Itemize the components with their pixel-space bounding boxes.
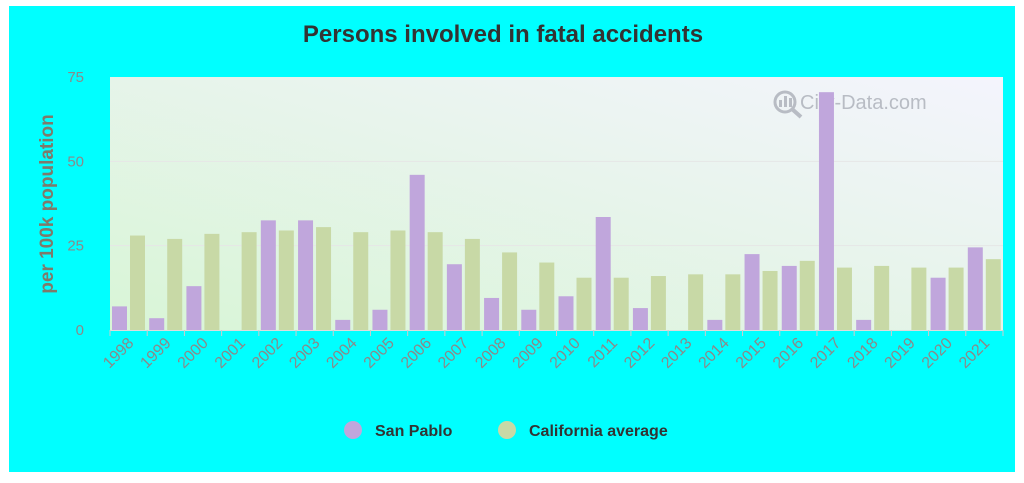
bar-california-average-2002 (278, 230, 294, 330)
bar-san-pablo-2002 (260, 220, 276, 330)
x-tick-label: 2007 (435, 335, 472, 372)
x-tick-label: 2008 (472, 335, 509, 372)
bar-california-average-1998 (130, 235, 145, 330)
x-tick-label: 2012 (621, 335, 658, 372)
x-tick-label: 2020 (919, 335, 956, 372)
legend-label: San Pablo (375, 423, 453, 440)
bars (112, 92, 1001, 331)
x-axis-ticks: 1998 1999 2000 2001 2002 2003 2004 2005 2006 2007… (100, 330, 1004, 372)
x-tick-label: 2006 (398, 335, 435, 372)
chart-frame: Persons involved in fatal accidents 0 25 5… (9, 6, 1015, 472)
bar-san-pablo-1998 (112, 306, 127, 330)
x-tick-label: 2011 (585, 335, 621, 371)
bar-san-pablo-2016 (781, 265, 797, 330)
legend: San Pablo California average (344, 421, 668, 440)
y-axis-label: per 100k population (37, 114, 58, 293)
bar-san-pablo-2020 (930, 277, 946, 330)
bar-san-pablo-2004 (335, 319, 351, 330)
bar-san-pablo-2005 (372, 309, 388, 330)
bar-california-average-2010 (576, 277, 592, 330)
gridlines (110, 160, 1003, 247)
legend-marker-circle-icon (498, 421, 516, 439)
x-tick-label: 2015 (733, 335, 770, 372)
bar-san-pablo-2017 (818, 92, 834, 331)
bar-san-pablo-2010 (558, 296, 574, 330)
bar-california-average-2008 (502, 252, 518, 330)
bar-san-pablo-2008 (484, 297, 500, 330)
bar-california-average-2007 (464, 238, 480, 330)
bar-california-average-2004 (353, 232, 369, 330)
x-tick-label: 2005 (361, 335, 398, 372)
x-tick-label: 2009 (510, 335, 547, 372)
magnifier-icon (773, 90, 803, 119)
bar-california-average-2020 (948, 267, 964, 330)
bar-california-average-2003 (316, 227, 332, 330)
bar-california-average-2019 (911, 267, 927, 330)
bar-san-pablo-2009 (521, 309, 537, 330)
bar-california-average-2009 (539, 262, 555, 330)
x-tick-label: 2010 (547, 335, 584, 372)
bar-california-average-2005 (390, 230, 406, 330)
bar-california-average-2011 (613, 277, 629, 330)
x-tick-label: 2019 (882, 335, 919, 372)
x-tick-label: 2017 (807, 335, 844, 372)
bar-san-pablo-2015 (744, 254, 760, 330)
chart-title: Persons involved in fatal accidents (303, 21, 703, 48)
bar-california-average-2000 (204, 233, 220, 330)
y-tick-label: 50 (67, 153, 84, 170)
x-tick-label: 2013 (658, 335, 695, 372)
chart: Persons involved in fatal accidents 0 25 5… (37, 21, 1004, 440)
bar-san-pablo-2014 (707, 319, 723, 330)
x-tick-label: 2018 (844, 335, 881, 372)
y-axis-ticks: 0 25 50 75 (67, 69, 84, 339)
bar-california-average-2006 (427, 232, 443, 330)
bar-san-pablo-2011 (595, 216, 611, 330)
x-tick-label: 2003 (286, 335, 323, 372)
bar-california-average-2016 (799, 260, 815, 330)
plot-area (110, 77, 1003, 331)
x-tick-label: 1998 (100, 335, 137, 372)
bar-california-average-2014 (725, 274, 741, 330)
x-tick-label: 2000 (175, 335, 212, 372)
bar-california-average-2015 (762, 270, 778, 330)
x-tick-label: 2021 (956, 335, 993, 372)
bar-california-average-2018 (874, 265, 890, 330)
bar-california-average-2017 (836, 267, 852, 330)
x-tick-label: 2001 (212, 335, 249, 372)
x-tick-label: 2002 (249, 335, 286, 372)
bar-san-pablo-2007 (446, 264, 462, 330)
legend-label: California average (529, 423, 668, 440)
bar-california-average-2001 (241, 232, 257, 330)
x-tick-label: 2004 (323, 335, 360, 372)
bar-california-average-2013 (688, 274, 704, 330)
bar-san-pablo-1999 (149, 318, 165, 330)
legend-marker-circle-icon (344, 421, 362, 439)
bar-san-pablo-2018 (856, 319, 872, 330)
bar-california-average-2021 (985, 259, 1001, 330)
bar-california-average-2012 (650, 276, 666, 330)
bar-san-pablo-2012 (632, 308, 648, 330)
bar-san-pablo-2006 (409, 174, 425, 330)
bar-san-pablo-2000 (186, 286, 202, 330)
x-tick-label: 2016 (770, 335, 807, 372)
bar-california-average-1999 (167, 238, 183, 330)
bar-san-pablo-2021 (967, 247, 983, 330)
x-tick-label: 1999 (137, 335, 174, 372)
y-tick-label: 75 (67, 69, 84, 86)
y-tick-label: 0 (76, 322, 84, 339)
bar-san-pablo-2003 (298, 220, 314, 330)
x-tick-label: 2014 (696, 335, 733, 372)
y-tick-label: 25 (67, 238, 84, 255)
